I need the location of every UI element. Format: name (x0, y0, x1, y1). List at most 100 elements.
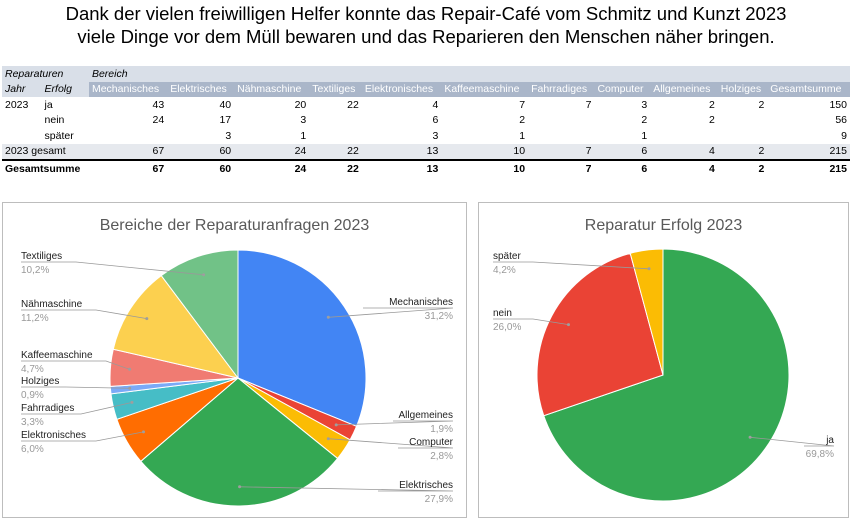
leader-line (21, 402, 133, 415)
table-cell: 10 (441, 143, 529, 160)
table-cell (528, 128, 594, 144)
table-cell: 24 (234, 143, 310, 160)
table-header-row-2: Jahr Erfolg Mechanisches Elektrisches Nähm… (2, 81, 850, 97)
table-cell: 150 (829, 98, 847, 111)
leader-dot (748, 435, 752, 439)
leader-line (21, 386, 130, 389)
slice-percent: 11,2% (21, 313, 49, 324)
table-cell: 4 (650, 143, 718, 160)
row-year: 2023 (5, 98, 29, 111)
row-erfolg: später (44, 129, 74, 142)
leader-line (328, 438, 454, 449)
table-cell: 3 (300, 114, 307, 127)
table-cell: 22 (347, 98, 359, 111)
table-cell: 43 (152, 98, 165, 111)
slice-percent: 3,3% (21, 417, 44, 428)
subtotal-label: 2023 gesamt (2, 143, 89, 160)
table-cell: 22 (309, 143, 362, 160)
table-cell: 20 (294, 98, 307, 111)
slice-percent: 27,9% (425, 494, 453, 505)
table-cell (89, 128, 167, 144)
pivot-table: Reparaturen Bereich Jahr Erfolg Mechanis… (2, 66, 850, 177)
table-cell: 40 (219, 98, 232, 111)
table-cell: 2 (519, 114, 526, 127)
table-cell: 67 (88, 143, 168, 160)
subtotal-row: 2023 gesamt 67 60 24 22 13 10 7 6 4 2 215 (2, 143, 850, 160)
leader-line (493, 318, 569, 325)
slice-label: später (493, 251, 521, 262)
grand-total-row: Gesamtsumme 67 60 24 22 13 10 7 6 4 2 215 (2, 159, 850, 177)
table-cell: 3 (225, 129, 232, 142)
table-cell: 1 (641, 129, 648, 142)
header-bereich: Bereich (88, 66, 850, 82)
headline: Dank der vielen freiwilligen Helfer konn… (0, 2, 852, 48)
table-cell: 13 (361, 143, 442, 160)
table-cell: 67 (88, 159, 168, 177)
leader-line (750, 436, 835, 447)
table-cell (309, 113, 362, 129)
chart-panel-bereiche: Bereiche der Reparaturanfragen 2023 Mech… (2, 202, 467, 518)
leader-dot (130, 400, 134, 404)
headline-line-1: Dank der vielen freiwilligen Helfer konn… (65, 3, 787, 24)
pie-slice-nähmaschine (112, 274, 240, 379)
pie-slice-mechanisches (237, 249, 367, 427)
slice-label: Holziges (21, 376, 59, 387)
leader-line (21, 261, 204, 276)
slice-label: Elektronisches (21, 430, 86, 441)
table-cell: 7 (528, 143, 595, 160)
pie-slice-elektrisches (140, 377, 339, 507)
table-cell: 3 (641, 98, 648, 111)
column-header: Nähmaschine (234, 81, 310, 97)
headline-line-2: viele Dinge vor dem Müll bewaren und das… (77, 26, 775, 47)
leader-dot (202, 273, 206, 277)
leader-line (21, 431, 144, 442)
pie-chart-bereiche: Mechanisches 31,2% Allgemeines 1,9% Computer… (21, 249, 454, 507)
header-erfolg: Erfolg (41, 81, 89, 97)
table-cell: 60 (167, 143, 235, 160)
row-year (2, 113, 42, 129)
table-cell: 6 (432, 114, 439, 127)
column-header: Textiliges (309, 81, 362, 97)
slice-percent: 0,9% (21, 390, 44, 401)
chart-title-erfolg: Reparatur Erfolg 2023 (584, 217, 743, 234)
pie-slice-später (629, 248, 664, 376)
table-cell: 24 (152, 114, 165, 127)
table-cell: 60 (167, 159, 235, 177)
leader-line (336, 420, 454, 426)
table-cell: 1 (300, 129, 307, 142)
table-cell: 2 (708, 114, 715, 127)
table-cell: 22 (309, 159, 362, 177)
table-cell (309, 128, 362, 144)
column-header: Gesamtsumme (767, 81, 850, 97)
slice-label: ja (825, 435, 834, 446)
slice-percent: 4,2% (493, 265, 516, 276)
leader-dot (128, 386, 132, 390)
slice-percent: 10,2% (21, 265, 49, 276)
slice-label: Mechanisches (389, 297, 453, 308)
table-cell: 2 (758, 98, 765, 111)
slice-percent: 31,2% (425, 311, 453, 322)
slice-label: Textiliges (21, 251, 62, 262)
table-cell (528, 113, 594, 129)
table-cell: 2 (708, 98, 715, 111)
slice-percent: 69,8% (806, 449, 834, 460)
table-cell: 2 (641, 114, 648, 127)
table-cell: 13 (361, 159, 442, 177)
pie-chart-erfolg: ja 69,8% nein 26,0% später 4,2% (493, 248, 835, 502)
table-cell (718, 128, 768, 144)
table-row: nein 24 17 3 6 2 2 2 56 (2, 113, 850, 129)
table-cell (718, 113, 768, 129)
slice-label: nein (493, 308, 512, 319)
pie-slice-textiliges (160, 249, 239, 380)
column-header: Computer (594, 81, 651, 97)
leader-dot (238, 485, 242, 489)
table-cell: 7 (585, 98, 592, 111)
column-header: Mechanisches (88, 81, 168, 97)
leader-dot (142, 430, 145, 434)
column-header: Elektrisches (167, 81, 235, 97)
table-cell: 6 (594, 143, 651, 160)
table-cell: 9 (841, 129, 847, 142)
leader-line (239, 486, 454, 492)
column-header: Holziges (717, 81, 768, 97)
slice-percent: 1,9% (430, 424, 453, 435)
